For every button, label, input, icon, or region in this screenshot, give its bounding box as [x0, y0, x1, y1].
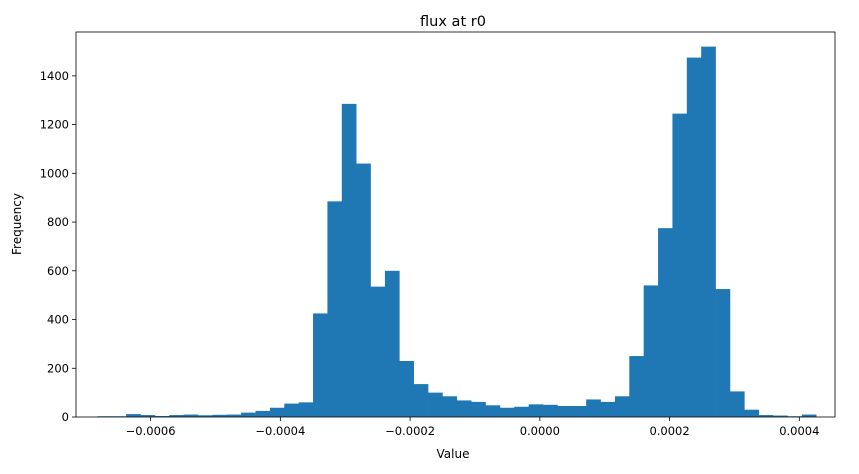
histogram-bar: [514, 406, 529, 417]
y-tick-label: 800: [47, 215, 69, 229]
x-tick-label: −0.0002: [385, 424, 435, 438]
histogram-bar: [356, 163, 371, 417]
histogram-bar: [629, 356, 644, 417]
histogram-bar: [413, 384, 429, 417]
histogram-bar: [341, 103, 357, 417]
x-tick-label: 0.0002: [649, 424, 689, 438]
histogram-bar: [686, 57, 702, 418]
histogram-bar: [658, 228, 673, 417]
histogram-bar: [571, 406, 587, 417]
histogram-bar: [729, 391, 745, 417]
histogram-bar: [169, 415, 184, 417]
histogram-bar: [528, 404, 544, 417]
y-tick-label: 1400: [40, 69, 69, 83]
histogram-bar: [614, 396, 630, 417]
y-axis-label: Frequency: [10, 193, 24, 255]
histogram-bar: [428, 392, 443, 417]
histogram-bar: [399, 360, 414, 417]
x-tick-label: 0.0004: [779, 424, 819, 438]
bars-group: [97, 46, 817, 418]
histogram-bar: [586, 399, 601, 417]
histogram-bar: [715, 289, 731, 417]
histogram-bar: [154, 416, 170, 417]
y-tick-label: 1000: [40, 166, 69, 180]
x-tick-label: −0.0006: [126, 424, 176, 438]
histogram-bar: [485, 405, 501, 417]
histogram-bar: [758, 415, 774, 417]
histogram-bar: [255, 410, 271, 417]
x-tick-label: −0.0004: [255, 424, 305, 438]
histogram-bar: [471, 401, 486, 417]
histogram-bar: [499, 407, 515, 417]
histogram-bar: [212, 414, 228, 417]
histogram-bar: [543, 404, 558, 417]
histogram-bar: [701, 46, 716, 418]
y-tick-label: 1200: [40, 118, 69, 132]
y-tick-label: 400: [47, 313, 69, 327]
histogram-bar: [241, 412, 256, 417]
x-tick-label: 0.0000: [520, 424, 560, 438]
x-axis-label: Value: [437, 447, 470, 461]
histogram-bar: [801, 414, 817, 417]
histogram-bar: [198, 415, 213, 417]
histogram-bar: [183, 414, 199, 417]
histogram-bar: [442, 396, 458, 417]
histogram-bar: [313, 313, 328, 417]
histogram-bar: [126, 414, 141, 417]
histogram-bar: [456, 400, 472, 417]
histogram-bar: [298, 402, 314, 417]
histogram-bar: [557, 406, 573, 417]
histogram-bar: [600, 401, 616, 417]
histogram-bar: [140, 415, 156, 417]
y-axis-ticks: 0 200 400 600 800 1000 1200 1400: [40, 69, 76, 424]
histogram-bar: [226, 414, 242, 417]
x-axis-ticks: −0.0006 −0.0004 −0.0002 0.0000 0.0002 0.0004: [126, 417, 819, 438]
y-tick-label: 200: [47, 361, 69, 375]
histogram-bar: [773, 415, 788, 417]
histogram-bar: [327, 201, 343, 417]
y-tick-label: 0: [62, 410, 69, 424]
histogram-bar: [384, 270, 400, 417]
histogram-bar: [643, 285, 659, 417]
histogram-bar: [672, 113, 688, 417]
chart-title: flux at r0: [420, 14, 486, 30]
y-tick-label: 600: [47, 264, 69, 278]
plot-frame: [75, 31, 836, 418]
histogram-bar: [370, 286, 386, 417]
histogram-bar: [284, 403, 299, 417]
histogram-bar: [269, 407, 285, 417]
histogram-bar: [744, 409, 759, 417]
